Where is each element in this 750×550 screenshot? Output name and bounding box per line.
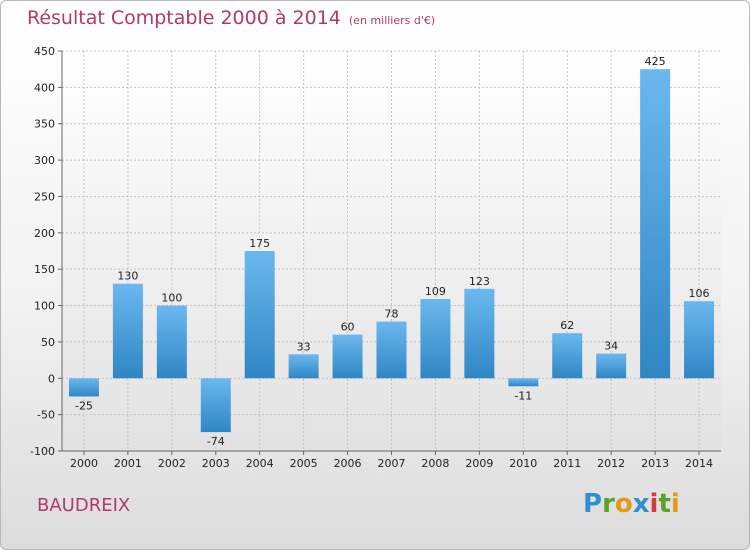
- value-label: 106: [689, 287, 710, 300]
- bar-2004: [244, 251, 275, 379]
- y-tick-label: 300: [34, 154, 55, 167]
- y-tick-label: 350: [34, 118, 55, 131]
- value-label: -74: [207, 435, 225, 448]
- bar-2000: [68, 378, 99, 397]
- bar-2012: [596, 353, 627, 379]
- x-tick-label: 2009: [465, 457, 493, 470]
- y-tick-label: 0: [48, 372, 55, 385]
- value-label: 33: [297, 340, 311, 353]
- bar-2006: [332, 334, 363, 379]
- proxiti-logo: Proxiti: [583, 489, 680, 519]
- value-label: -11: [514, 389, 532, 402]
- bar-2003: [200, 378, 231, 433]
- value-label: 100: [161, 292, 182, 305]
- y-tick-label: 200: [34, 227, 55, 240]
- town-name: BAUDREIX: [37, 495, 131, 516]
- x-tick-label: 2014: [685, 457, 713, 470]
- x-tick-label: 2002: [158, 457, 186, 470]
- x-tick-label: 2000: [70, 457, 98, 470]
- bar-2013: [640, 69, 671, 379]
- logo-letter: i: [670, 489, 680, 519]
- y-tick-label: 150: [34, 263, 55, 276]
- value-label: -25: [75, 399, 93, 412]
- bar-2009: [464, 288, 495, 379]
- x-tick-label: 2004: [246, 457, 274, 470]
- value-label: 130: [117, 270, 138, 283]
- value-label: 123: [469, 275, 490, 288]
- logo-letter: o: [614, 489, 633, 519]
- x-tick-label: 2005: [290, 457, 318, 470]
- chart-title-text: Résultat Comptable 2000 à 2014: [27, 7, 341, 29]
- x-tick-label: 2001: [114, 457, 142, 470]
- logo-letter: t: [658, 489, 671, 519]
- logo-letter: r: [602, 489, 615, 519]
- x-tick-label: 2013: [641, 457, 669, 470]
- value-label: 175: [249, 237, 270, 250]
- y-tick-label: 400: [34, 81, 55, 94]
- x-tick-label: 2003: [202, 457, 230, 470]
- logo-letter: P: [583, 489, 603, 519]
- value-label: 78: [385, 308, 399, 321]
- value-label: 62: [560, 319, 574, 332]
- chart-subtitle: (en milliers d'€): [348, 14, 436, 27]
- value-label: 109: [425, 285, 446, 298]
- x-tick-label: 2007: [378, 457, 406, 470]
- x-tick-label: 2011: [553, 457, 581, 470]
- logo-letter: i: [649, 489, 659, 519]
- bar-2008: [420, 299, 451, 379]
- bar-2002: [156, 305, 187, 379]
- bar-2010: [508, 378, 539, 387]
- x-tick-label: 2010: [509, 457, 537, 470]
- bar-2007: [376, 321, 407, 379]
- chart-title: Résultat Comptable 2000 à 2014 (en millie…: [27, 7, 435, 29]
- y-tick-label: 450: [34, 45, 55, 58]
- x-tick-label: 2008: [421, 457, 449, 470]
- y-tick-label: 250: [34, 190, 55, 203]
- x-tick-label: 2006: [334, 457, 362, 470]
- value-label: 425: [645, 55, 666, 68]
- y-tick-label: -50: [37, 409, 55, 422]
- logo-letter: x: [632, 489, 650, 519]
- bar-2014: [684, 301, 715, 379]
- y-tick-label: -100: [30, 445, 55, 458]
- value-label: 60: [341, 321, 355, 334]
- bar-2011: [552, 333, 583, 379]
- value-label: 34: [604, 340, 618, 353]
- x-tick-label: 2012: [597, 457, 625, 470]
- y-tick-label: 100: [34, 300, 55, 313]
- bar-2005: [288, 354, 319, 379]
- bar-2001: [112, 283, 143, 379]
- y-tick-label: 50: [41, 336, 55, 349]
